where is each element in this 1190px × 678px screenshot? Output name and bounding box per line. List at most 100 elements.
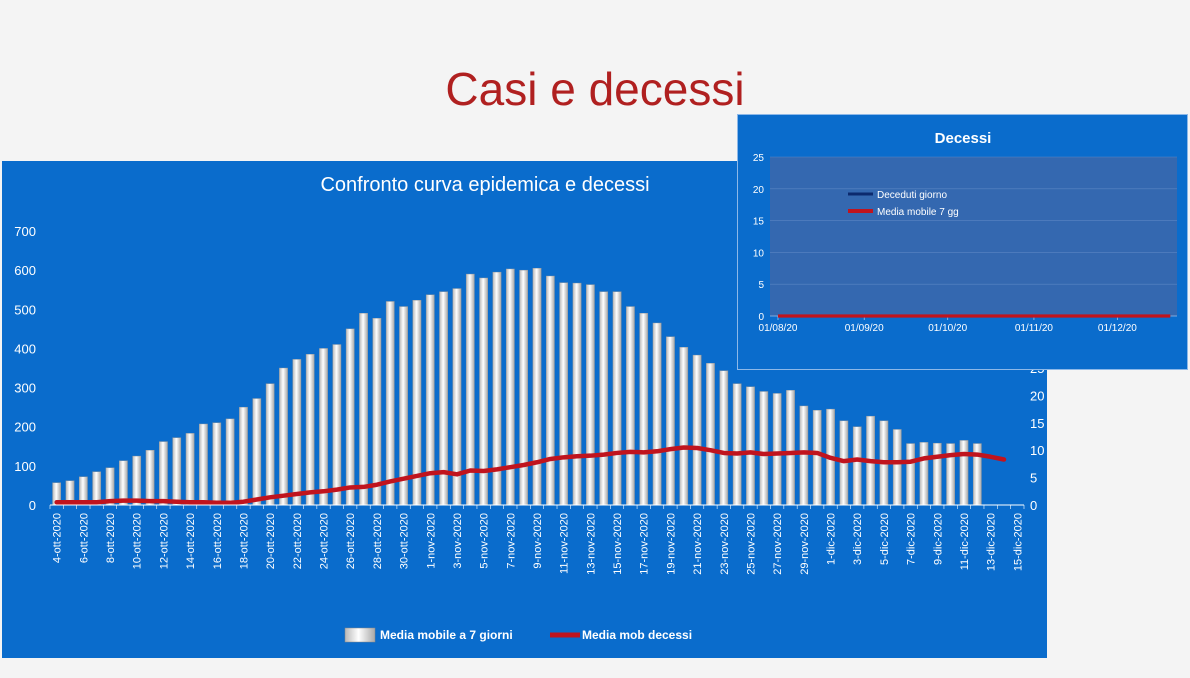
- bar-6-dic-2020: [892, 429, 902, 506]
- x-tick-5-dic-2020: 5-dic-2020: [879, 513, 891, 565]
- inset-grid: [770, 156, 1177, 285]
- x-tick-22-ott-2020: 22-ott-2020: [292, 513, 304, 569]
- inset-legend-label-avg: Media mobile 7 gg: [877, 207, 959, 218]
- x-tick-17-nov-2020: 17-nov-2020: [639, 513, 651, 575]
- bar-8-nov-2020: [519, 269, 528, 506]
- bar-14-ott-2020: [185, 433, 195, 506]
- x-tick-6-ott-2020: 6-ott-2020: [78, 513, 90, 563]
- x-tick-3-nov-2020: 3-nov-2020: [452, 513, 464, 569]
- bar-19-ott-2020: [252, 398, 262, 506]
- bar-15-ott-2020: [199, 423, 208, 506]
- x-tick-13-nov-2020: 13-nov-2020: [585, 513, 597, 575]
- inset-x-tick-01/11/20: 01/11/20: [1015, 323, 1054, 334]
- x-tick-1-nov-2020: 1-nov-2020: [425, 513, 437, 569]
- x-tick-14-ott-2020: 14-ott-2020: [185, 513, 197, 569]
- main-x-axis: 4-ott-2020 6-ott-2020 8-ott-2020 10-ott-202…: [49, 504, 1024, 575]
- x-tick-19-nov-2020: 19-nov-2020: [665, 513, 677, 575]
- main-y-axis: 0 100 200 300 400 500 600 700: [14, 224, 36, 513]
- x-tick-29-nov-2020: 29-nov-2020: [799, 513, 811, 575]
- bar-16-nov-2020: [626, 306, 635, 506]
- y2-tick-10: 10: [1030, 443, 1044, 458]
- x-tick-27-nov-2020: 27-nov-2020: [772, 513, 784, 575]
- bar-18-ott-2020: [239, 406, 248, 506]
- inset-chart: Decessi 0 5 10 15 20 25 01/08/20 01/09/20 01/10…: [753, 130, 1177, 334]
- y-tick-500: 500: [14, 302, 36, 317]
- x-tick-8-ott-2020: 8-ott-2020: [105, 513, 117, 563]
- bar-25-nov-2020: [746, 386, 755, 506]
- x-tick-23-nov-2020: 23-nov-2020: [719, 513, 731, 575]
- inset-y-tick-15: 15: [753, 217, 765, 228]
- x-tick-15-dic-2020: 15-dic-2020: [1012, 513, 1024, 571]
- x-tick-10-ott-2020: 10-ott-2020: [132, 513, 144, 569]
- x-tick-15-nov-2020: 15-nov-2020: [612, 513, 624, 575]
- bar-23-ott-2020: [305, 354, 315, 506]
- inset-plot-area: [770, 157, 1177, 316]
- bar-30-ott-2020: [399, 306, 408, 506]
- bar-11-dic-2020: [959, 440, 969, 506]
- y-tick-300: 300: [14, 381, 36, 396]
- inset-y-axis: 0 5 10 15 20 25: [753, 153, 765, 323]
- bar-30-nov-2020: [812, 410, 822, 506]
- y2-tick-15: 15: [1030, 416, 1044, 431]
- x-tick-13-dic-2020: 13-dic-2020: [986, 513, 998, 571]
- legend-swatch-bars: [344, 627, 376, 643]
- x-tick-16-ott-2020: 16-ott-2020: [212, 513, 224, 569]
- y-tick-200: 200: [14, 420, 36, 435]
- x-tick-12-ott-2020: 12-ott-2020: [158, 513, 170, 569]
- x-tick-28-ott-2020: 28-ott-2020: [372, 513, 384, 569]
- bar-22-ott-2020: [292, 359, 302, 506]
- bar-8-dic-2020: [919, 442, 929, 506]
- y-tick-700: 700: [14, 224, 36, 239]
- bar-20-ott-2020: [265, 383, 275, 506]
- y2-tick-0: 0: [1030, 498, 1037, 513]
- bar-29-ott-2020: [385, 301, 395, 506]
- x-tick-5-nov-2020: 5-nov-2020: [479, 513, 491, 569]
- bar-9-ott-2020: [119, 460, 128, 506]
- bar-11-ott-2020: [145, 450, 155, 506]
- bar-18-nov-2020: [652, 322, 662, 506]
- inset-x-tick-01/08/20: 01/08/20: [759, 323, 798, 334]
- inset-x-tick-01/09/20: 01/09/20: [845, 323, 884, 334]
- y2-tick-20: 20: [1030, 388, 1044, 403]
- x-tick-26-ott-2020: 26-ott-2020: [345, 513, 357, 569]
- y2-tick-5: 5: [1030, 471, 1037, 486]
- bar-13-nov-2020: [586, 284, 595, 506]
- bar-12-nov-2020: [572, 282, 582, 506]
- bar-27-ott-2020: [359, 312, 368, 506]
- inset-y-tick-5: 5: [758, 280, 764, 291]
- x-tick-3-dic-2020: 3-dic-2020: [852, 513, 864, 565]
- x-tick-9-nov-2020: 9-nov-2020: [532, 513, 544, 569]
- x-tick-25-nov-2020: 25-nov-2020: [745, 513, 757, 575]
- bar-10-ott-2020: [132, 455, 142, 506]
- inset-y-tick-20: 20: [753, 185, 765, 196]
- x-tick-7-dic-2020: 7-dic-2020: [906, 513, 918, 565]
- y-tick-100: 100: [14, 459, 36, 474]
- bar-7-dic-2020: [906, 443, 915, 506]
- x-tick-11-nov-2020: 11-nov-2020: [559, 513, 571, 574]
- main-chart-title: Confronto curva epidemica e decessi: [320, 174, 649, 196]
- bar-15-nov-2020: [612, 291, 622, 506]
- bar-28-nov-2020: [786, 390, 795, 506]
- bar-21-ott-2020: [279, 367, 288, 506]
- bar-24-ott-2020: [319, 348, 328, 506]
- bar-17-nov-2020: [639, 312, 649, 506]
- inset-chart-panel: Decessi 0 5 10 15 20 25 01/08/20 01/09/20 01/10…: [737, 114, 1188, 370]
- bar-26-nov-2020: [759, 391, 769, 506]
- legend-label-bars: Media mobile a 7 giorni: [380, 628, 513, 642]
- bar-9-dic-2020: [932, 442, 942, 506]
- inset-x-tick-01/10/20: 01/10/20: [928, 323, 967, 334]
- x-tick-7-nov-2020: 7-nov-2020: [505, 513, 517, 569]
- x-tick-20-ott-2020: 20-ott-2020: [265, 513, 277, 569]
- bar-12-ott-2020: [159, 441, 168, 506]
- inset-x-tick-01/12/20: 01/12/20: [1098, 323, 1137, 334]
- bar-3-dic-2020: [852, 426, 862, 506]
- main-chart: Confronto curva epidemica e decessi 0100…: [14, 174, 1044, 643]
- x-tick-30-ott-2020: 30-ott-2020: [399, 513, 411, 569]
- inset-y-tick-25: 25: [753, 153, 765, 164]
- bar-16-ott-2020: [212, 422, 222, 506]
- bar-25-ott-2020: [332, 344, 342, 506]
- bar-26-ott-2020: [345, 328, 355, 506]
- x-tick-18-ott-2020: 18-ott-2020: [238, 513, 250, 569]
- bar-11-nov-2020: [559, 282, 569, 506]
